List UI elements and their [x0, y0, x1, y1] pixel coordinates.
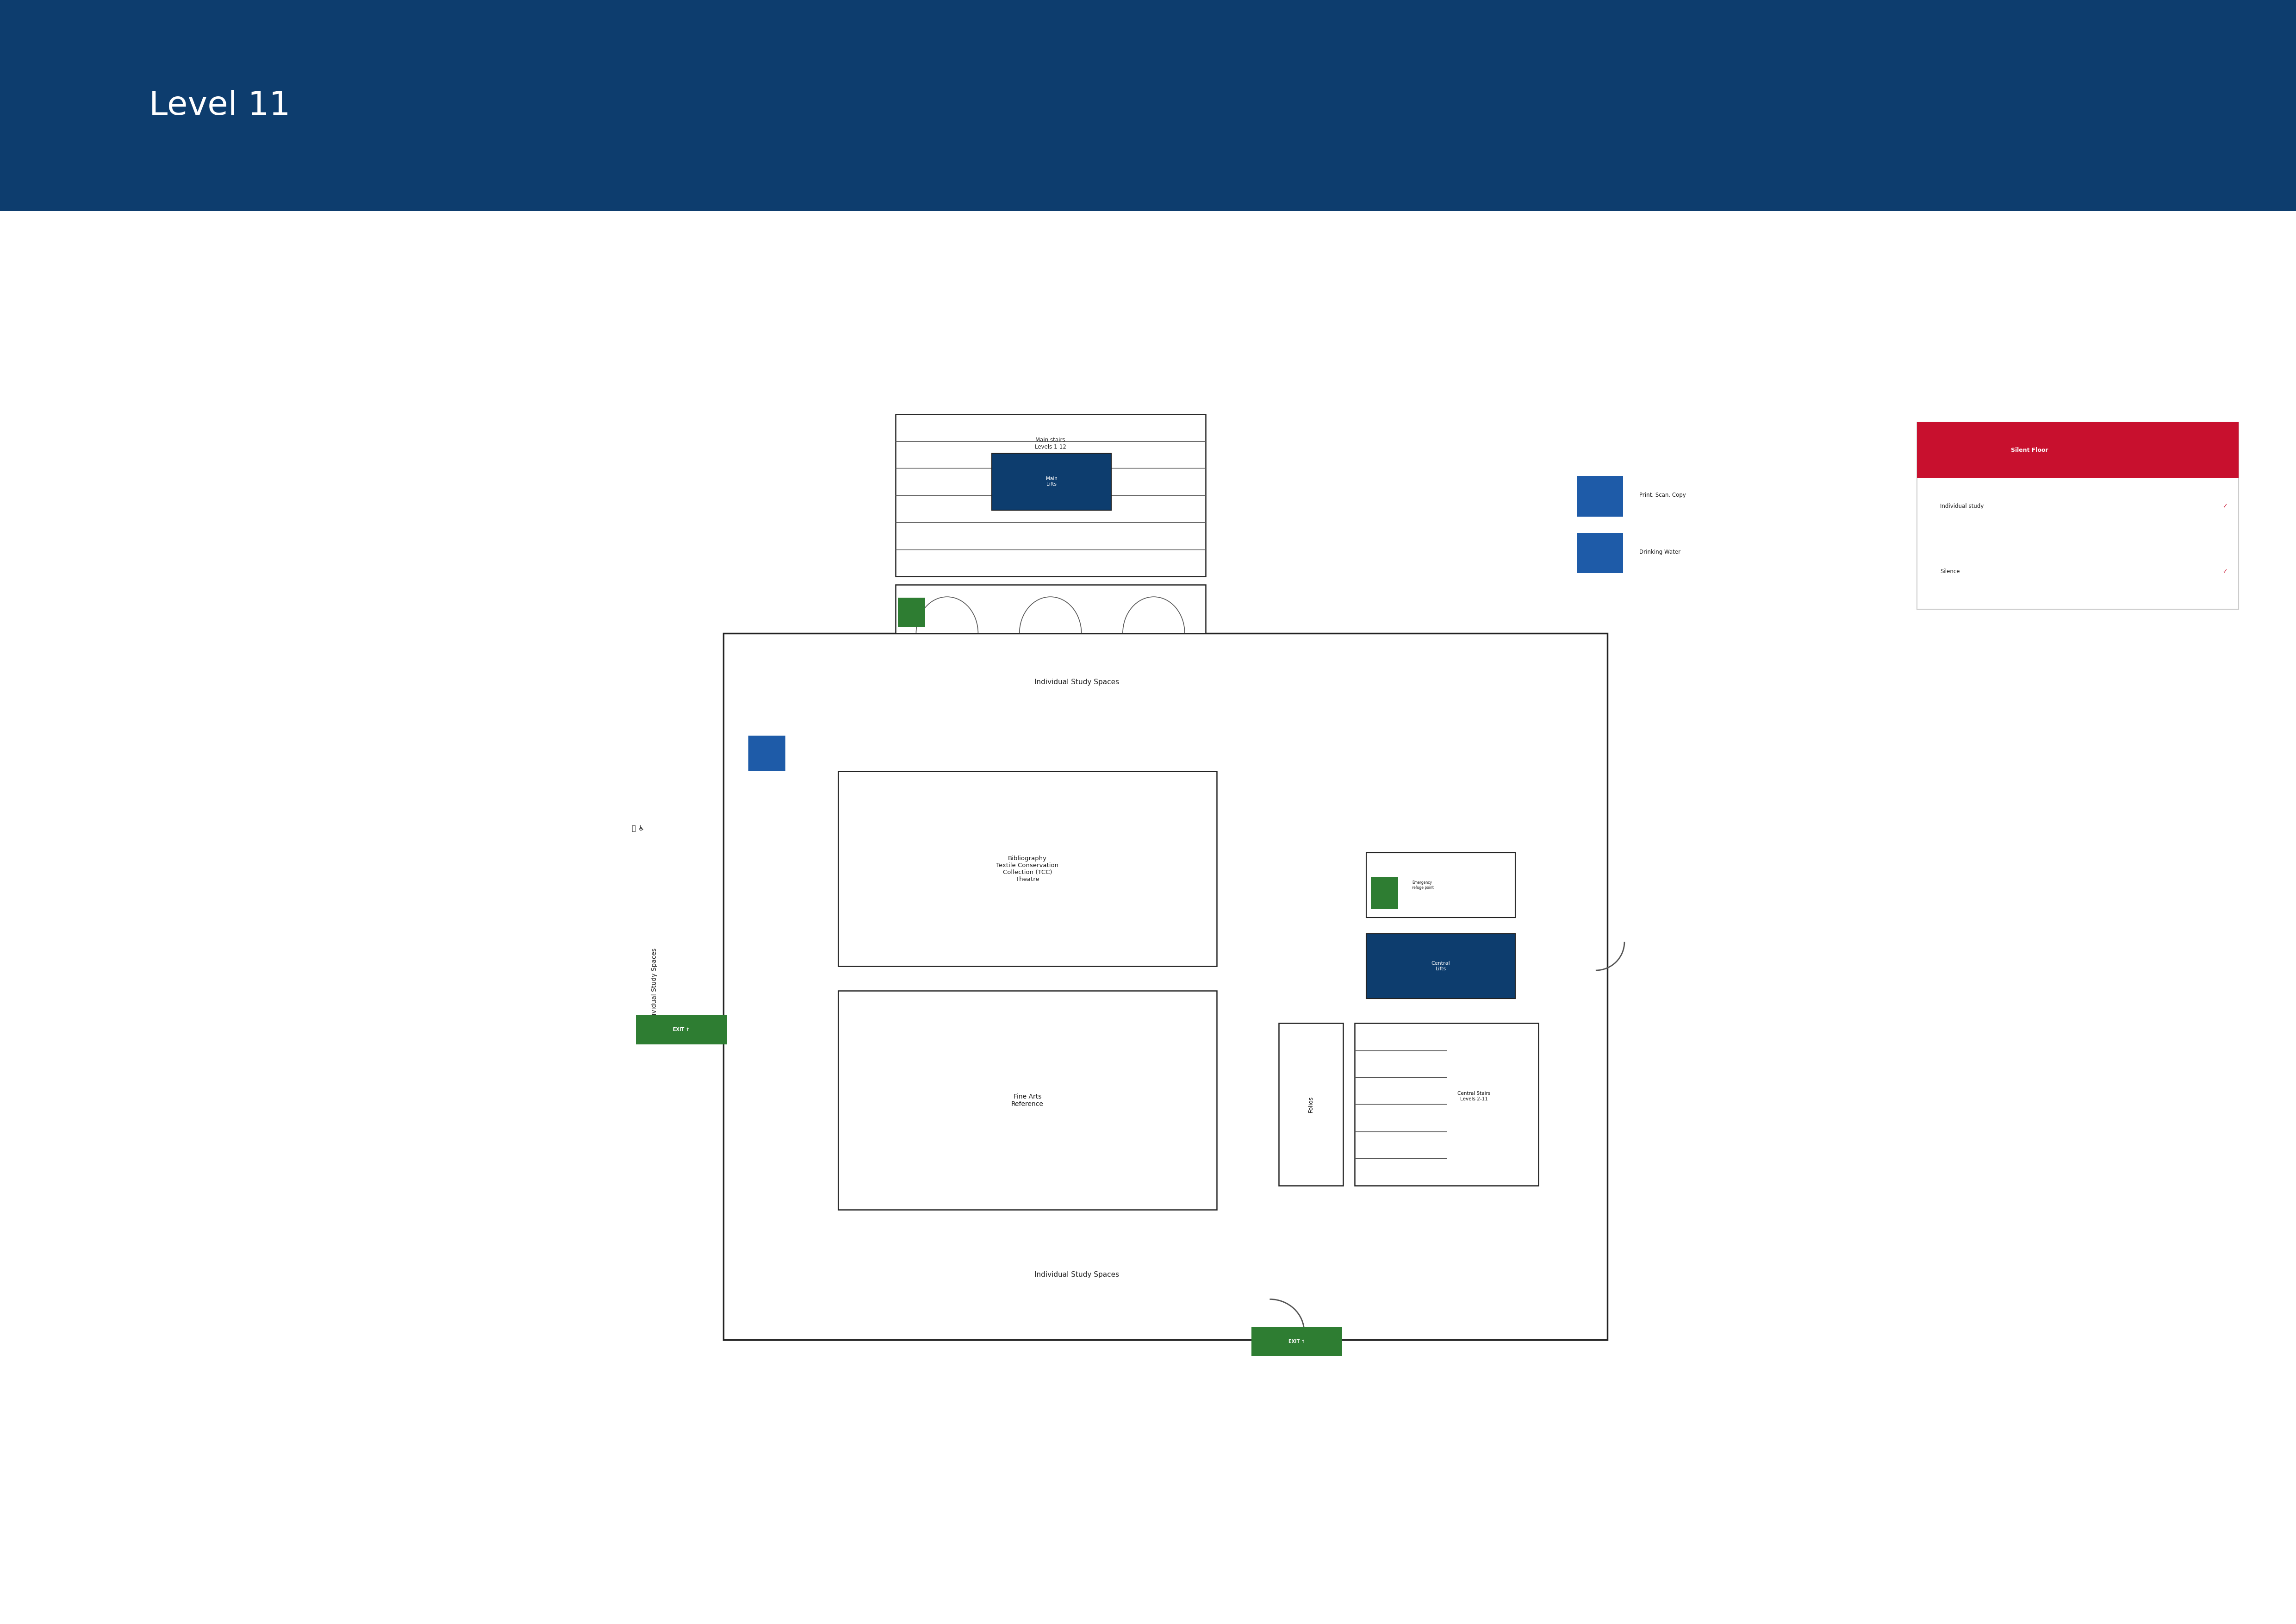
Text: Individual Study Spaces: Individual Study Spaces	[1035, 1272, 1118, 1278]
Bar	[1279, 1023, 1343, 1186]
Bar	[1355, 1023, 1538, 1186]
Text: ✓: ✓	[2223, 503, 2227, 510]
Bar	[723, 633, 1607, 1340]
Bar	[1366, 853, 1515, 918]
Text: Main stairs
Levels 1-12: Main stairs Levels 1-12	[1035, 437, 1065, 450]
Bar	[1577, 533, 1623, 573]
Text: Central
Lifts: Central Lifts	[1430, 961, 1451, 971]
Text: ✓: ✓	[2223, 568, 2227, 575]
Text: EXIT ↑: EXIT ↑	[1288, 1340, 1304, 1343]
Text: Fine Arts
Reference: Fine Arts Reference	[1010, 1093, 1045, 1108]
Bar	[1917, 422, 2239, 477]
Text: ⛺ ♿: ⛺ ♿	[631, 825, 645, 831]
Bar	[895, 585, 1205, 633]
Bar	[992, 453, 1111, 510]
FancyBboxPatch shape	[636, 1015, 728, 1044]
Text: EXIT ↑: EXIT ↑	[673, 1028, 689, 1031]
Text: Individual Study Spaces: Individual Study Spaces	[652, 948, 657, 1025]
Bar	[748, 736, 785, 771]
Text: Silent Floor: Silent Floor	[2011, 447, 2048, 453]
Bar	[1371, 877, 1398, 909]
Text: Silence: Silence	[1940, 568, 1961, 575]
Text: Individual study: Individual study	[1940, 503, 1984, 510]
Bar	[1366, 934, 1515, 999]
FancyBboxPatch shape	[1251, 1327, 1343, 1356]
Text: Individual Study Spaces: Individual Study Spaces	[1035, 679, 1118, 685]
FancyBboxPatch shape	[0, 0, 2296, 211]
Text: Central Stairs
Levels 2-11: Central Stairs Levels 2-11	[1458, 1091, 1490, 1101]
Text: Print, Scan, Copy: Print, Scan, Copy	[1639, 492, 1685, 499]
Bar	[838, 991, 1217, 1210]
Bar	[838, 771, 1217, 966]
Text: Drinking Water: Drinking Water	[1639, 549, 1681, 555]
Text: Main
Lifts: Main Lifts	[1045, 476, 1058, 487]
Bar	[1917, 422, 2239, 609]
Text: Folios: Folios	[1309, 1096, 1313, 1112]
Bar	[895, 414, 1205, 577]
Text: Level 11: Level 11	[149, 89, 292, 122]
Text: Emergency
refuge point: Emergency refuge point	[1412, 880, 1433, 890]
Bar	[898, 598, 925, 627]
Bar	[1577, 476, 1623, 516]
Text: Bibliography
Textile Conservation
Collection (TCC)
Theatre: Bibliography Textile Conservation Collec…	[996, 856, 1058, 882]
